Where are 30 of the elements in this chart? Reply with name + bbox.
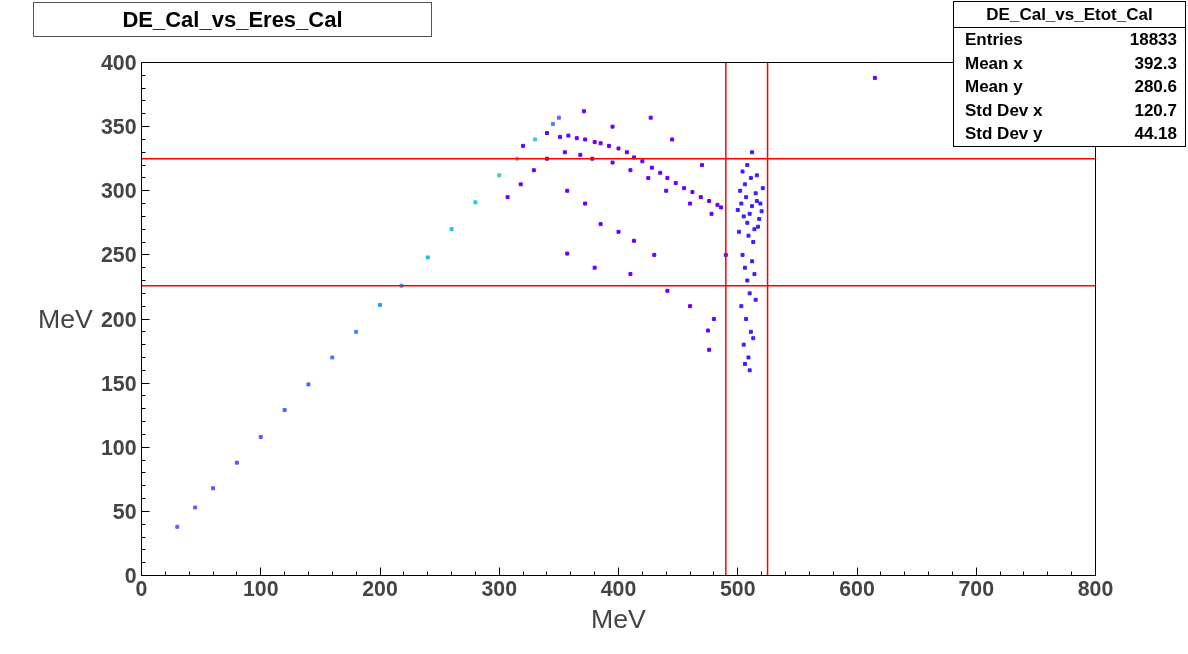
text: 18833 — [1129, 30, 1177, 49]
y-tick-label: 350 — [100, 115, 137, 140]
y-tick-label: 50 — [112, 499, 137, 524]
annotation: Std Dev y — [965, 123, 1043, 145]
annotation: Mean x — [965, 52, 1023, 75]
text: 280.6 — [1134, 77, 1177, 96]
x-tick-label: 100 — [242, 576, 279, 601]
text: DE_Cal_vs_Etot_Cal — [986, 5, 1153, 24]
annotation: Mean y — [965, 76, 1023, 98]
y-tick-label: 300 — [100, 179, 137, 204]
x-tick-label: 500 — [719, 576, 756, 601]
x-tick-label: 200 — [362, 576, 398, 601]
text: 120.7 — [1134, 100, 1177, 120]
y-tick-label: 250 — [100, 243, 137, 268]
x-axis-title: MeV — [591, 603, 647, 634]
x-tick-label: 800 — [1077, 576, 1114, 601]
y-tick-label: 400 — [100, 51, 137, 75]
text: Entries — [965, 30, 1023, 49]
text: 44.18 — [1134, 124, 1177, 143]
x-tick-label: 400 — [600, 576, 637, 601]
x-tick-label: 300 — [481, 576, 518, 601]
title: DE_Cal_vs_Eres_Cal — [33, 2, 432, 37]
y-tick-label: 200 — [100, 307, 137, 332]
y-tick-label: 100 — [100, 435, 137, 460]
x-tick-label: 700 — [958, 576, 995, 601]
text: 392.3 — [1134, 53, 1177, 73]
y-axis-title: MeV — [38, 304, 94, 334]
y-tick-label: 150 — [100, 371, 137, 396]
x-tick-label: 600 — [839, 576, 875, 601]
annotation: Std Dev x — [965, 99, 1043, 122]
